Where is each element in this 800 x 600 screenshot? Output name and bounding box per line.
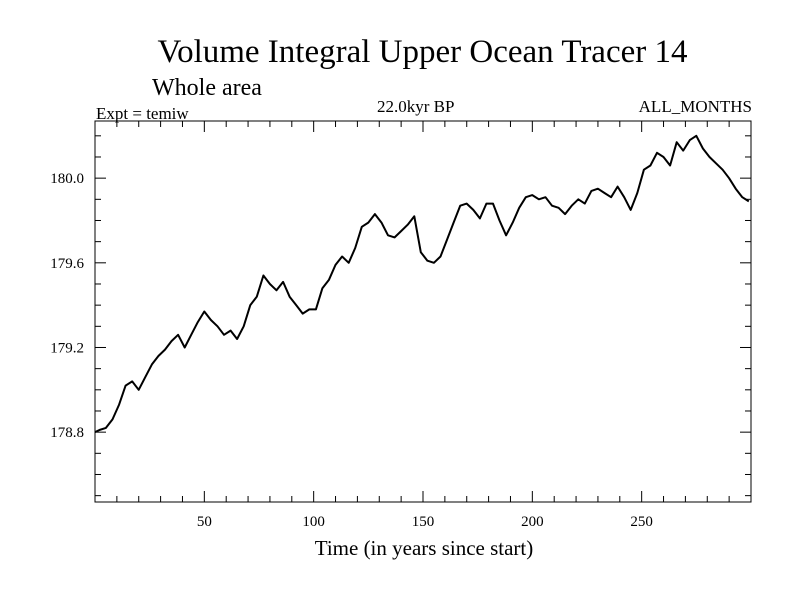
x-tick-label: 150 [412,514,435,530]
y-tick-label: 178.8 [50,425,84,441]
chart-title: Volume Integral Upper Ocean Tracer 14 [157,34,688,70]
x-tick-label: 100 [302,514,325,530]
y-tick-label: 179.2 [50,340,84,356]
major-ticks [95,121,751,502]
x-tick-label: 250 [630,514,653,530]
x-tick-label: 50 [197,514,212,530]
x-axis-label: Time (in years since start) [314,536,534,560]
chart-subtitle: Whole area [152,75,262,101]
period-label: 22.0kyr BP [377,97,455,116]
x-tick-label: 200 [521,514,544,530]
y-tick-label: 179.6 [50,256,84,272]
minor-ticks [95,121,751,502]
series-line [94,134,750,434]
plot-frame [94,120,752,503]
tick-labels: 50 100 150 200 250 178.8 179.2 179.6 180.0 [50,171,653,530]
y-tick-label: 180.0 [50,171,84,187]
months-label: ALL_MONTHS [638,97,752,116]
experiment-label: Expt = temiw [96,104,189,123]
